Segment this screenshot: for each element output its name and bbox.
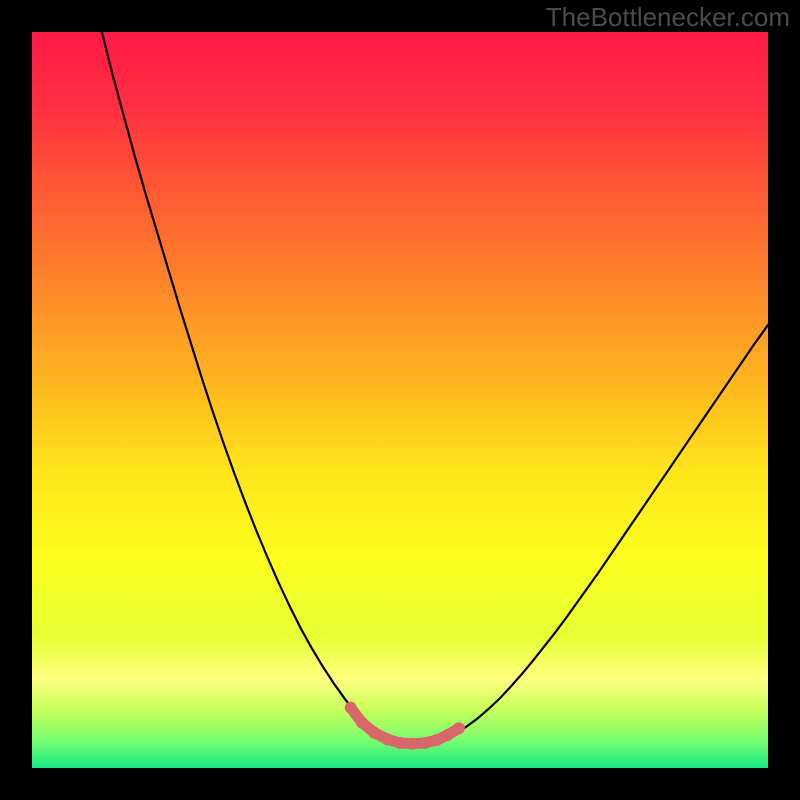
valley-marker-dot xyxy=(419,737,431,749)
valley-marker-dot xyxy=(407,738,419,750)
valley-marker-dot xyxy=(356,716,368,728)
watermark-text: TheBottlenecker.com xyxy=(546,2,790,33)
valley-marker-link xyxy=(351,708,459,744)
valley-marker-dot xyxy=(381,733,393,745)
valley-marker-dot xyxy=(431,734,443,746)
chart-svg xyxy=(0,0,800,800)
valley-marker-dot xyxy=(368,727,380,739)
valley-marker-dot xyxy=(453,722,465,734)
valley-marker-dot xyxy=(394,737,406,749)
bottleneck-curve xyxy=(102,32,768,744)
valley-marker-dot xyxy=(442,729,454,741)
valley-marker-dot xyxy=(345,702,357,714)
stage: TheBottlenecker.com xyxy=(0,0,800,800)
